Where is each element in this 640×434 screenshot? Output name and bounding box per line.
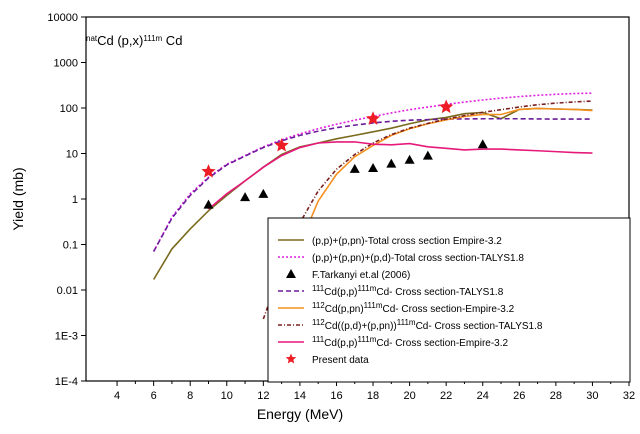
- series-layer: [152, 92, 593, 320]
- x-tick-label: 16: [330, 390, 342, 402]
- legend-label: 112Cd((p,d)+(p,pn))111mCd- Cross section…: [312, 318, 543, 333]
- series-2: [203, 139, 488, 209]
- data-point: [422, 150, 433, 160]
- series-6: [207, 141, 593, 210]
- series-line: [207, 141, 593, 210]
- x-tick-label: 20: [403, 390, 415, 402]
- legend-box: [267, 217, 631, 383]
- data-point: [274, 137, 289, 152]
- data-point: [240, 192, 251, 202]
- y-tick-label: 1E-4: [55, 376, 78, 388]
- legend: (p,p)+(p,pn)-Total cross section Empire-…: [267, 217, 631, 383]
- data-point: [258, 188, 269, 198]
- legend-swatch: [285, 353, 297, 364]
- series-7: [201, 99, 454, 178]
- x-tick-label: 8: [187, 390, 193, 402]
- x-tick-label: 32: [623, 390, 635, 402]
- data-point: [203, 199, 214, 209]
- legend-label: F.Tarkanyi et.al (2006): [312, 270, 410, 281]
- legend-item: 111Cd(p,p)111mCd- Cross section-TALYS1.8: [278, 284, 504, 299]
- x-tick-label: 30: [586, 390, 598, 402]
- x-axis-title: Energy (MeV): [257, 406, 343, 422]
- series-1: [152, 92, 593, 252]
- legend-label: (p,p)+(p,pn)-Total cross section Empire-…: [312, 236, 502, 247]
- x-tick-label: 26: [513, 390, 525, 402]
- y-tick-label: 0.1: [63, 240, 78, 252]
- legend-label: Present data: [312, 355, 369, 366]
- legend-label: 112Cd(p,pn)111mCd- Cross section-Empire-…: [312, 301, 515, 316]
- x-tick-label: 24: [477, 390, 489, 402]
- legend-label: (p,p)+(p,pn)+(p,d)-Total cross section-T…: [312, 253, 524, 264]
- legend-swatch: [286, 269, 296, 278]
- data-point: [365, 111, 381, 125]
- data-point: [439, 99, 454, 114]
- y-tick-label: 1: [72, 194, 78, 206]
- chart-title: natCd (p,x)111m Cd: [86, 33, 182, 48]
- legend-item: (p,p)+(p,pn)+(p,d)-Total cross section-T…: [278, 253, 524, 264]
- legend-label: 111Cd(p,p)111mCd- Cross section-Empire-3…: [312, 335, 509, 350]
- data-point: [349, 163, 360, 173]
- data-point: [404, 154, 415, 164]
- data-point: [201, 164, 216, 178]
- x-tick-label: 10: [221, 390, 233, 402]
- y-tick-label: 10000: [47, 12, 78, 24]
- x-tick-label: 12: [257, 390, 269, 402]
- axes-layer: 4 6 8 10 12 14 16 18 20 22 24 26 28 30 32 10000 1000 100 1…: [47, 12, 635, 402]
- series-line: [152, 92, 593, 252]
- y-axis-title: Yield (mb): [10, 167, 26, 230]
- legend-label: 111Cd(p,p)111mCd- Cross section-TALYS1.8: [312, 284, 504, 299]
- x-tick-label: 4: [114, 390, 120, 402]
- data-point: [477, 139, 488, 149]
- legend-item: 112Cd((p,d)+(p,pn))111mCd- Cross section…: [278, 318, 543, 333]
- series-5: [262, 100, 593, 320]
- y-tick-label: 100: [60, 103, 78, 115]
- x-tick-label: 28: [550, 390, 562, 402]
- x-tick-label: 6: [151, 390, 157, 402]
- legend-item: 112Cd(p,pn)111mCd- Cross section-Empire-…: [278, 301, 515, 316]
- series-line: [262, 100, 593, 320]
- y-tick-label: 0.01: [57, 285, 78, 297]
- x-tick-label: 18: [367, 390, 379, 402]
- legend-item: 111Cd(p,p)111mCd- Cross section-Empire-3…: [278, 335, 509, 350]
- x-tick-label: 22: [440, 390, 452, 402]
- y-tick-label: 10: [66, 149, 78, 161]
- data-point: [368, 163, 379, 173]
- data-point: [386, 158, 397, 168]
- legend-item: (p,p)+(p,pn)-Total cross section Empire-…: [278, 236, 502, 247]
- x-tick-label: 14: [294, 390, 306, 402]
- y-tick-label: 1000: [54, 58, 78, 70]
- legend-item: F.Tarkanyi et.al (2006): [286, 269, 410, 281]
- legend-item: Present data: [285, 353, 369, 366]
- y-tick-label: 1E-3: [55, 331, 78, 343]
